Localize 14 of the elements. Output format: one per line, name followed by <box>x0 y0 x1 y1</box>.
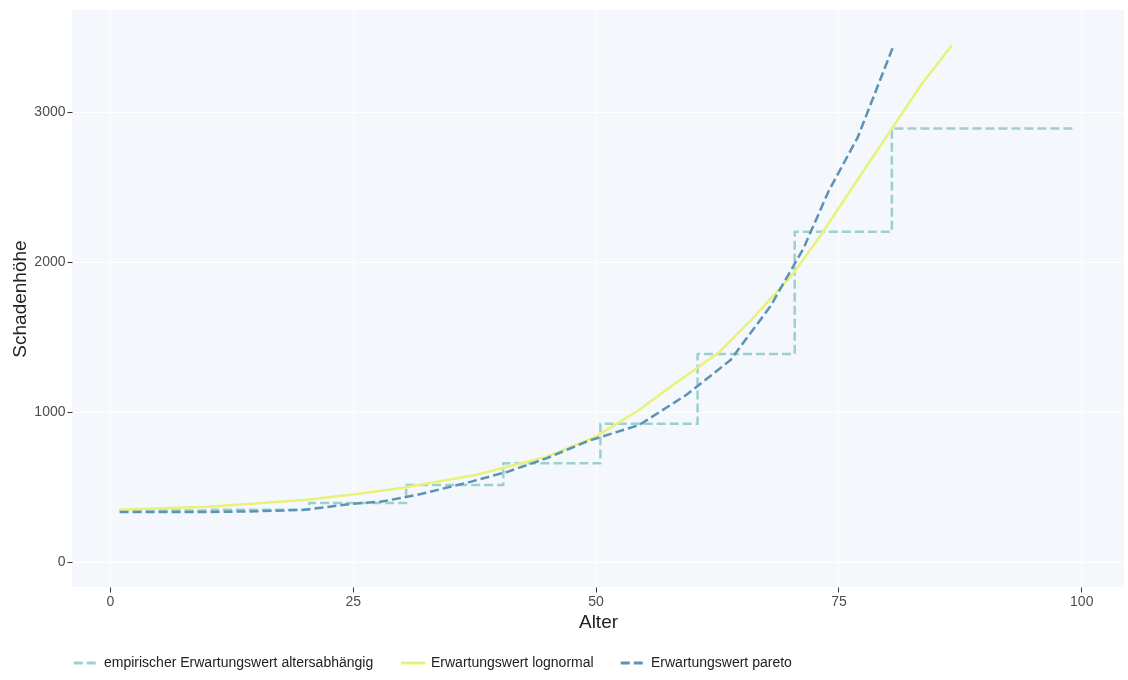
legend-label: Erwartungswert pareto <box>651 654 793 670</box>
legend-label: Erwartungswert lognormal <box>431 654 594 670</box>
y-tick-label: 1000 <box>34 403 66 420</box>
y-tick-label: 0 <box>57 553 66 570</box>
x-tick-label: 100 <box>1070 592 1094 609</box>
y-axis-title: Schadenhöhe <box>9 240 31 358</box>
x-tick-label: 50 <box>588 592 605 609</box>
x-tick-label: 75 <box>831 592 847 609</box>
y-tick-label: 2000 <box>34 253 66 270</box>
x-axis-title: Alter <box>578 610 619 632</box>
x-tick-label: 25 <box>345 592 362 609</box>
y-tick-label: 3000 <box>34 103 66 120</box>
legend-label: empirischer Erwartungswert altersabhängig <box>104 654 374 670</box>
x-tick-label: 0 <box>106 592 115 609</box>
